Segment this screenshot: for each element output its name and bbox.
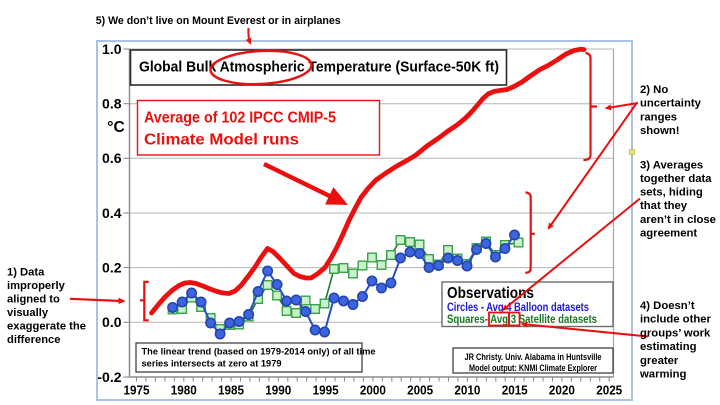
svg-text:agreement: agreement [640,227,697,239]
svg-text:2010: 2010 [454,383,480,398]
svg-text:improperly: improperly [7,280,66,292]
svg-text:JR Christy. Univ. Alabama in H: JR Christy. Univ. Alabama in Huntsville [465,352,602,362]
svg-text:Average of 102 IPCC CMIP-5: Average of 102 IPCC CMIP-5 [144,110,336,127]
svg-text:3) Averages: 3) Averages [640,159,703,171]
svg-text:2025: 2025 [596,383,622,398]
svg-text:0.6: 0.6 [102,150,122,166]
svg-text:0.8: 0.8 [102,96,122,112]
svg-text:1) Data: 1) Data [7,267,45,279]
svg-text:difference: difference [7,334,60,346]
svg-text:ranges: ranges [640,111,677,123]
svg-text:Global Bulk Atmospheric Temper: Global Bulk Atmospheric Temperature (Sur… [139,60,499,76]
svg-text:2020: 2020 [549,383,575,398]
svg-text:aligned to: aligned to [7,294,60,306]
svg-text:-0.2: -0.2 [97,369,121,385]
svg-text:1995: 1995 [313,383,339,398]
svg-text:together data: together data [640,173,712,185]
svg-text:Circles - Avg 4 Balloon datase: Circles - Avg 4 Balloon datasets [447,300,589,314]
svg-text:The linear trend (based on 197: The linear trend (based on 1979-2014 onl… [142,347,376,357]
svg-text:1980: 1980 [171,383,197,398]
svg-text:include other: include other [640,314,712,326]
svg-text:series intersects at zero at 1: series intersects at zero at 1979 [142,359,282,369]
svg-text:2000: 2000 [360,383,386,398]
svg-text:5) We don’t live on Mount Ever: 5) We don’t live on Mount Everest or in … [96,15,341,27]
svg-text:2) No: 2) No [640,84,668,96]
svg-text:0.4: 0.4 [102,205,122,221]
svg-text:Observations: Observations [447,285,534,302]
svg-text:shown!: shown! [640,125,680,137]
svg-text:0.2: 0.2 [102,260,122,276]
svg-text:4) Doesn’t: 4) Doesn’t [640,300,695,312]
svg-text:1.0: 1.0 [102,41,122,57]
svg-text:1985: 1985 [218,383,244,398]
svg-text:that they: that they [640,200,688,212]
svg-text:visually: visually [7,307,49,319]
svg-text:Squares- Avg 3 Satellite datas: Squares- Avg 3 Satellite datasets [447,312,597,326]
svg-text:groups’ work: groups’ work [640,327,711,339]
svg-text:greater: greater [640,355,679,367]
svg-text:2005: 2005 [407,383,433,398]
svg-text:aren’t in close: aren’t in close [640,214,716,226]
svg-text:sets, hiding: sets, hiding [640,187,703,199]
svg-text:Climate Model runs: Climate Model runs [144,132,299,149]
svg-text:estimating: estimating [640,341,697,353]
svg-text:°C: °C [107,119,124,136]
svg-text:uncertainty: uncertainty [640,98,702,110]
svg-text:2015: 2015 [502,383,528,398]
svg-text:Model output: KNMI Climate Exp: Model output: KNMI Climate Explorer [469,363,597,373]
svg-text:0.0: 0.0 [102,314,122,330]
svg-text:warming: warming [639,369,687,381]
svg-text:exaggerate the: exaggerate the [7,321,86,333]
svg-text:1975: 1975 [124,383,150,398]
svg-text:1990: 1990 [265,383,291,398]
